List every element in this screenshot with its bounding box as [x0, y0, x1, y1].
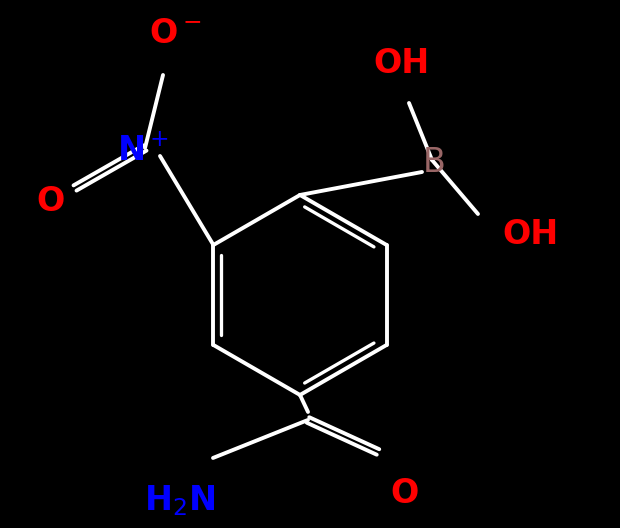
Text: H$_2$N: H$_2$N	[144, 483, 216, 517]
Text: N$^+$: N$^+$	[117, 135, 169, 167]
Text: O$^-$: O$^-$	[149, 17, 202, 50]
Text: OH: OH	[374, 47, 430, 80]
Text: O: O	[391, 477, 419, 510]
Text: O: O	[36, 185, 64, 219]
Text: B: B	[423, 146, 445, 180]
Text: OH: OH	[502, 219, 558, 251]
